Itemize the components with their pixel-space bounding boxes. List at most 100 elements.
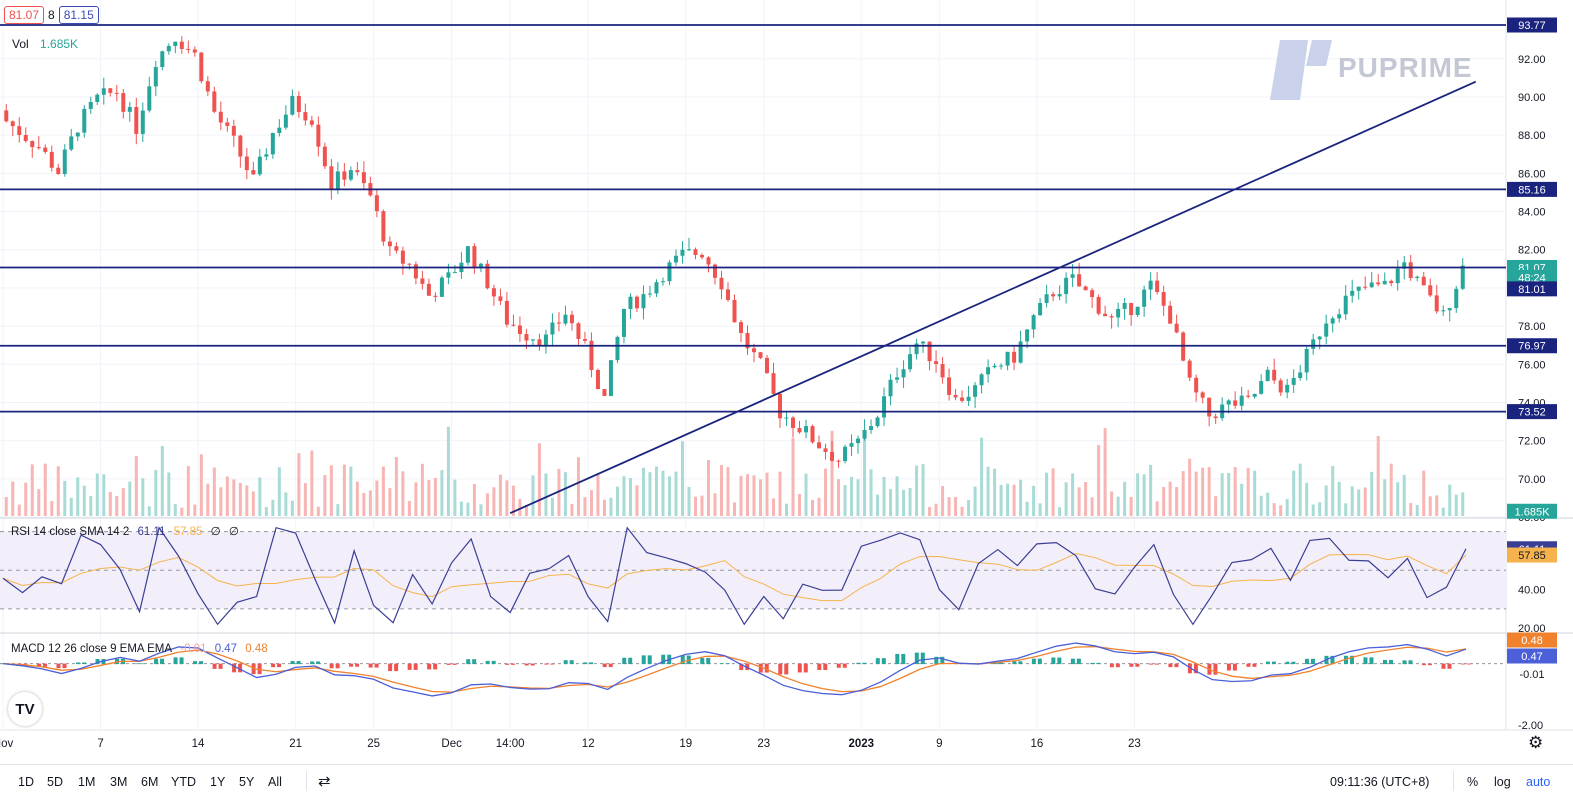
- macd-histogram-bar: [901, 653, 906, 665]
- macd-histogram-bar: [1252, 663, 1257, 667]
- candle-body: [1207, 397, 1212, 417]
- candle-body: [1447, 308, 1452, 311]
- candle-body: [88, 101, 93, 109]
- volume-bar: [225, 476, 229, 516]
- candle-body: [979, 374, 984, 386]
- candle-body: [478, 263, 483, 269]
- candle-body: [491, 288, 496, 297]
- macd-histogram-bar: [1363, 657, 1368, 665]
- candle-body: [1064, 277, 1069, 295]
- candle-body: [264, 154, 269, 157]
- candle-body: [1304, 348, 1309, 373]
- range-1y[interactable]: 1Y: [210, 775, 226, 789]
- volume-bar: [1129, 496, 1133, 516]
- time-tick-label: 2023: [848, 738, 874, 750]
- volume-bar: [1337, 482, 1341, 516]
- macd-histogram-bar: [823, 663, 828, 670]
- macd-histogram-bar: [881, 658, 886, 665]
- volume-bar: [368, 490, 372, 516]
- macd-histogram-bar: [1148, 663, 1153, 665]
- log-toggle[interactable]: log: [1494, 775, 1511, 789]
- volume-bar: [895, 476, 899, 516]
- candle-body: [563, 314, 568, 324]
- volume-bar: [264, 507, 268, 516]
- macd-histogram-bar: [797, 663, 802, 673]
- macd-histogram-bar: [725, 663, 730, 665]
- volume-bar: [466, 502, 470, 516]
- price-label-text: 1.685K: [1515, 506, 1551, 518]
- candle-body: [615, 336, 620, 361]
- volume-bar: [1084, 482, 1088, 516]
- macd-histogram-bar: [641, 655, 646, 665]
- volume-bar: [1454, 494, 1458, 516]
- volume-bar: [1201, 467, 1205, 516]
- macd-histogram-bar: [154, 658, 159, 665]
- range-1m[interactable]: 1M: [78, 775, 96, 789]
- tradingview-logo-icon[interactable]: TV: [8, 692, 42, 726]
- candle-body: [1200, 392, 1205, 398]
- candle-body: [95, 94, 100, 102]
- macd-histogram-bar: [934, 656, 939, 665]
- macd-histogram-bar: [140, 663, 145, 665]
- macd-histogram-bar: [589, 662, 594, 665]
- volume-bar: [1370, 471, 1374, 516]
- bid-price[interactable]: 81.07: [4, 6, 45, 24]
- volume-bar: [811, 499, 815, 516]
- candle-body: [699, 254, 704, 258]
- rsi-legend: RSI 14 close SMA 14 2 61.11 57.85 ∅ ∅: [11, 524, 244, 538]
- time-tick-label: 7: [97, 738, 103, 750]
- range-5y[interactable]: 5Y: [239, 775, 255, 789]
- macd-histogram-bar: [218, 663, 223, 669]
- percent-toggle[interactable]: %: [1467, 775, 1479, 789]
- settings-gear-icon[interactable]: ⚙: [1528, 733, 1544, 752]
- volume-bar: [199, 454, 203, 516]
- volume-bar: [82, 485, 86, 516]
- range-1d[interactable]: 1D: [18, 775, 34, 789]
- volume-bar: [505, 480, 509, 516]
- volume-bar: [141, 478, 145, 516]
- volume-bar: [323, 475, 327, 516]
- macd-histogram-bar: [1441, 663, 1446, 669]
- candle-body: [1051, 294, 1056, 297]
- macd-histogram-bar: [37, 663, 42, 667]
- candle-body: [290, 95, 295, 115]
- macd-histogram-bar: [1447, 663, 1452, 669]
- volume-bar: [1149, 464, 1153, 516]
- candle-body: [725, 289, 730, 300]
- candle-body: [543, 334, 548, 346]
- volume-bar: [993, 468, 997, 516]
- candle-body: [660, 281, 665, 283]
- ask-price[interactable]: 81.15: [58, 6, 99, 24]
- volume-bar: [427, 480, 431, 516]
- volume-bar: [654, 466, 658, 516]
- range-5d[interactable]: 5D: [47, 775, 63, 789]
- range-3m[interactable]: 3M: [110, 775, 128, 789]
- volume-bar: [420, 463, 424, 516]
- range-6m[interactable]: 6M: [141, 775, 159, 789]
- candle-body: [739, 322, 744, 333]
- candle-body: [407, 263, 412, 265]
- clock-time[interactable]: 09:11:36 (UTC+8): [1330, 775, 1430, 789]
- volume-bar: [693, 496, 697, 516]
- volume-bar: [1259, 495, 1263, 516]
- range-all[interactable]: All: [268, 775, 282, 789]
- volume-bar: [290, 500, 294, 516]
- candle-body: [1428, 285, 1433, 296]
- range-ytd[interactable]: YTD: [171, 775, 196, 789]
- trendline: [509, 80, 1477, 515]
- macd-histogram-bar: [1427, 663, 1432, 666]
- candle-body: [869, 426, 874, 430]
- candle-body: [251, 170, 256, 175]
- candle-body: [1382, 280, 1387, 285]
- volume-bar: [50, 501, 54, 516]
- compare-icon[interactable]: ⇄: [318, 773, 331, 790]
- volume-bar: [1194, 471, 1198, 516]
- volume-bar: [147, 506, 151, 516]
- volume-bar: [115, 495, 119, 516]
- macd-histogram-bar: [296, 661, 301, 665]
- candle-body: [771, 373, 776, 394]
- candle-body: [205, 81, 210, 92]
- volume-bar: [648, 472, 652, 516]
- auto-toggle[interactable]: auto: [1526, 775, 1551, 789]
